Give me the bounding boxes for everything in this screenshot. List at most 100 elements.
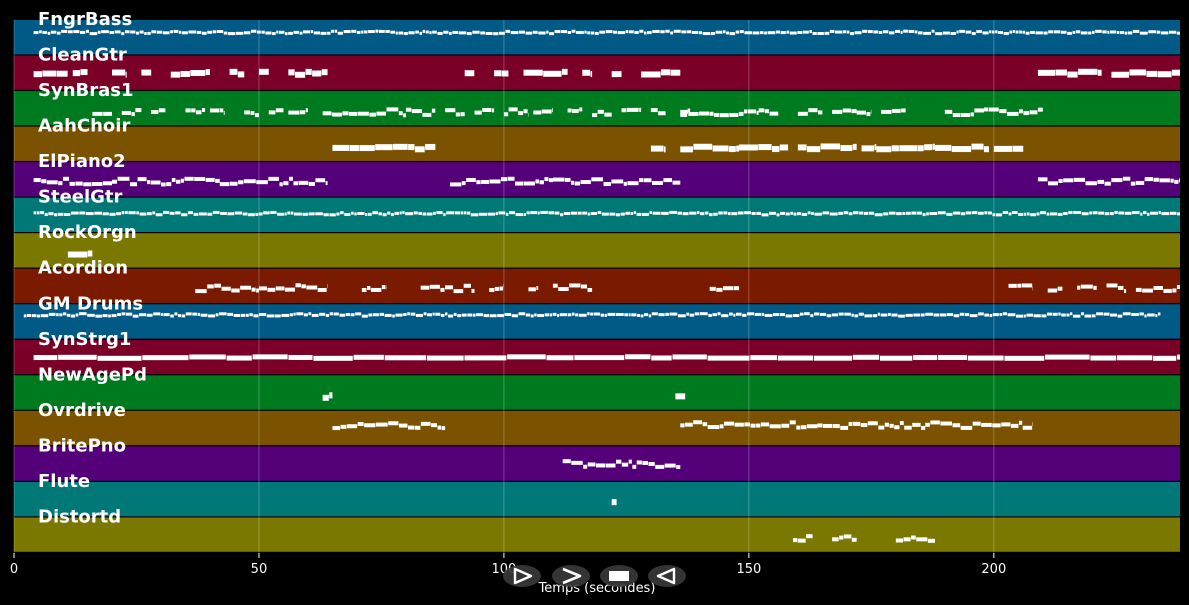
note-segment-synbras1-3 (185, 108, 206, 115)
lane-gm-drums (14, 304, 1180, 339)
play-button[interactable] (503, 565, 541, 587)
note-segment-aahchoir-0 (332, 144, 382, 152)
note-segment-synbras1-15 (567, 107, 583, 114)
track-label-britepno: BritePno (38, 435, 126, 456)
note-segment-acordion-3 (420, 283, 475, 294)
note-segment-synbras1-17 (621, 107, 642, 113)
note-segment-cleangtr-4 (170, 69, 210, 78)
note-segment-acordion-4 (489, 283, 504, 293)
note-segment-synbras1-27 (881, 108, 906, 114)
note-segment-aahchoir-6 (861, 143, 877, 152)
note-segment-cleangtr-3 (141, 69, 152, 76)
note-segment-acordion-0 (195, 283, 259, 294)
note-segment-synbras1-13 (503, 107, 529, 117)
track-label-cleangtr: CleanGtr (38, 45, 127, 66)
note-segment-synstrg1-0 (33, 354, 1180, 361)
lane-distortd (14, 517, 1180, 552)
note-segment-synbras1-20 (680, 109, 710, 116)
note-segment-acordion-10 (1077, 284, 1097, 290)
note-segment-synbras1-9 (332, 107, 406, 118)
note-segment-cleangtr-13 (641, 69, 681, 78)
track-label-rockorgn: RockOrgn (38, 222, 137, 243)
note-segment-synbras1-29 (984, 107, 1043, 116)
note-segment-synbras1-18 (650, 108, 666, 116)
lane-acordion (14, 268, 1180, 304)
note-segment-newagepd-1 (675, 393, 686, 400)
note-segment-acordion-12 (1135, 285, 1180, 293)
note-segment-gm-drums-0 (23, 312, 1161, 318)
lane-ovrdrive (14, 410, 1180, 446)
note-segment-acordion-1 (258, 283, 328, 293)
note-segment-acordion-11 (1106, 283, 1127, 293)
note-segment-aahchoir-7 (876, 143, 936, 153)
note-segment-rockorgn-0 (67, 250, 93, 258)
note-segment-distortd-0 (792, 534, 813, 543)
stop-icon (609, 571, 629, 581)
note-segment-aahchoir-9 (993, 145, 1024, 152)
note-segment-synbras1-16 (592, 109, 612, 118)
note-segment-synbras1-22 (729, 109, 759, 117)
track-label-ovrdrive: Ovrdrive (38, 400, 126, 421)
note-segment-synbras1-11 (445, 108, 465, 117)
note-segment-newagepd-0 (322, 392, 333, 401)
note-segment-cleangtr-5 (229, 68, 245, 78)
note-segment-synbras1-6 (268, 108, 284, 115)
note-segment-elpiano2-3 (450, 176, 553, 187)
tick-label-200: 200 (981, 562, 1006, 577)
note-segment-synbras1-5 (244, 110, 259, 118)
lane-rockorgn (14, 233, 1180, 268)
note-segment-cleangtr-15 (1111, 69, 1180, 78)
note-segment-aahchoir-2 (650, 145, 666, 153)
note-segment-fngrbass-0 (33, 29, 1180, 36)
note-segment-elpiano2-1 (111, 176, 220, 187)
note-segment-ovrdrive-3 (925, 420, 1034, 430)
track-label-gm-drums: GM Drums (38, 293, 143, 314)
stop-button[interactable] (600, 565, 638, 587)
track-label-synbras1: SynBras1 (38, 80, 134, 101)
rewind-icon (656, 567, 676, 585)
note-segment-flute-0 (611, 499, 617, 506)
note-segment-acordion-7 (709, 286, 740, 292)
note-segment-cleangtr-11 (582, 69, 593, 78)
track-label-steelgtr: SteelGtr (38, 187, 123, 208)
note-segment-aahchoir-5 (797, 143, 857, 153)
note-segment-cleangtr-1 (72, 69, 88, 77)
track-label-distortd: Distortd (38, 506, 121, 527)
tick-label-50: 50 (251, 562, 268, 577)
note-segment-synbras1-26 (856, 109, 872, 117)
note-segment-synbras1-2 (151, 108, 166, 115)
note-segment-synbras1-24 (797, 108, 823, 116)
track-label-fngrbass: FngrBass (38, 9, 132, 30)
note-segment-cleangtr-7 (288, 68, 328, 78)
note-segment-elpiano2-5 (1037, 177, 1112, 186)
fast-forward-button[interactable] (552, 565, 590, 587)
note-segment-ovrdrive-2 (817, 421, 926, 430)
note-segment-aahchoir-8 (935, 143, 989, 153)
lane-fngrbass (14, 20, 1180, 55)
note-segment-synbras1-23 (758, 108, 779, 116)
note-segment-synbras1-1 (121, 108, 142, 117)
note-segment-elpiano2-6 (1111, 176, 1180, 186)
note-segment-synbras1-8 (322, 111, 333, 117)
note-segment-synbras1-10 (405, 107, 436, 117)
note-segment-acordion-8 (1008, 283, 1034, 291)
track-label-flute: Flute (38, 471, 90, 492)
note-segment-synbras1-28 (944, 108, 985, 118)
playback-controls (503, 565, 686, 587)
note-segment-synbras1-21 (709, 111, 729, 118)
note-segment-cleangtr-8 (464, 70, 475, 77)
note-segment-synbras1-12 (474, 107, 495, 115)
note-segment-elpiano2-4 (552, 177, 681, 187)
tick-label-150: 150 (736, 562, 761, 577)
play-outline-icon (513, 567, 533, 585)
track-label-aahchoir: AahChoir (38, 116, 130, 137)
lane-aahchoir (14, 126, 1180, 161)
note-segment-acordion-2 (361, 285, 387, 292)
track-label-synstrg1: SynStrg1 (38, 329, 131, 350)
note-segment-synbras1-14 (533, 108, 553, 115)
note-segment-distortd-2 (895, 535, 936, 543)
lane-newagepd (14, 375, 1180, 410)
note-segment-cleangtr-10 (523, 68, 568, 77)
tick-label-0: 0 (10, 562, 18, 577)
rewind-button[interactable] (648, 565, 686, 587)
